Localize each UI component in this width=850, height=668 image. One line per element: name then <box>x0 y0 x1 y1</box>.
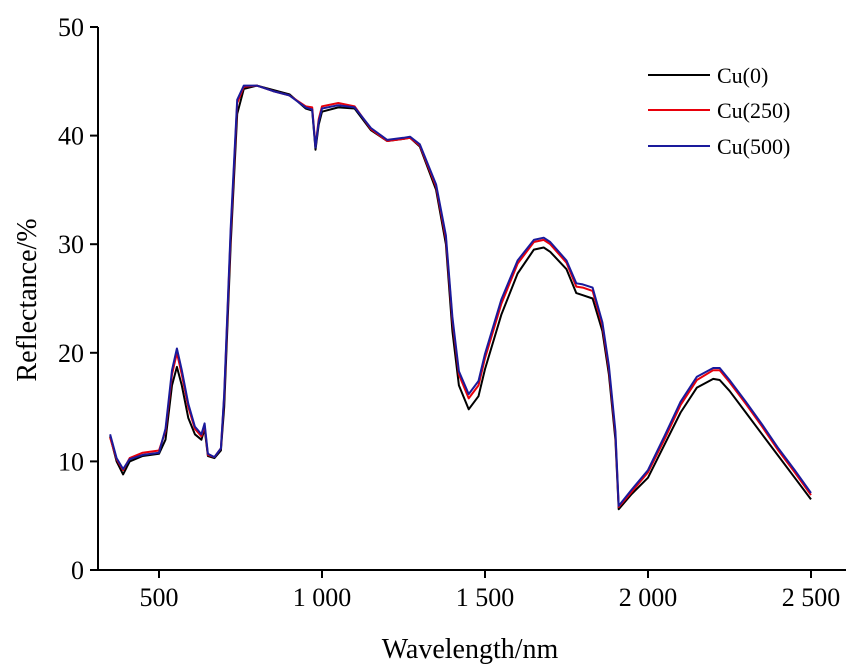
series-layer <box>109 84 812 511</box>
y-axis-label: Reflectance/% <box>12 218 43 381</box>
series-line-cu0 <box>109 84 812 511</box>
legend-label: Cu(250) <box>717 98 790 123</box>
x-ticks: 500 1 000 1 500 2 000 2 500 <box>140 570 841 612</box>
x-axis-label: Wavelength/nm <box>382 634 559 665</box>
y-ticks: 0 10 20 30 40 50 <box>58 13 98 585</box>
x-tick-label: 2 000 <box>619 583 678 612</box>
legend: Cu(0) Cu(250) Cu(500) <box>648 63 790 159</box>
legend-label: Cu(500) <box>717 134 790 159</box>
y-tick-label: 40 <box>58 122 84 151</box>
series-line-cu250 <box>109 84 812 508</box>
y-tick-label: 0 <box>71 556 84 585</box>
y-tick-label: 20 <box>58 339 84 368</box>
x-tick-label: 2 500 <box>782 583 841 612</box>
x-tick-label: 1 500 <box>456 583 515 612</box>
y-tick-label: 50 <box>58 13 84 42</box>
y-tick-label: 10 <box>58 447 84 476</box>
x-tick-label: 500 <box>140 583 179 612</box>
x-tick-label: 1 000 <box>293 583 352 612</box>
y-tick-label: 30 <box>58 230 84 259</box>
legend-label: Cu(0) <box>717 63 768 88</box>
series-line-cu500 <box>109 84 812 507</box>
